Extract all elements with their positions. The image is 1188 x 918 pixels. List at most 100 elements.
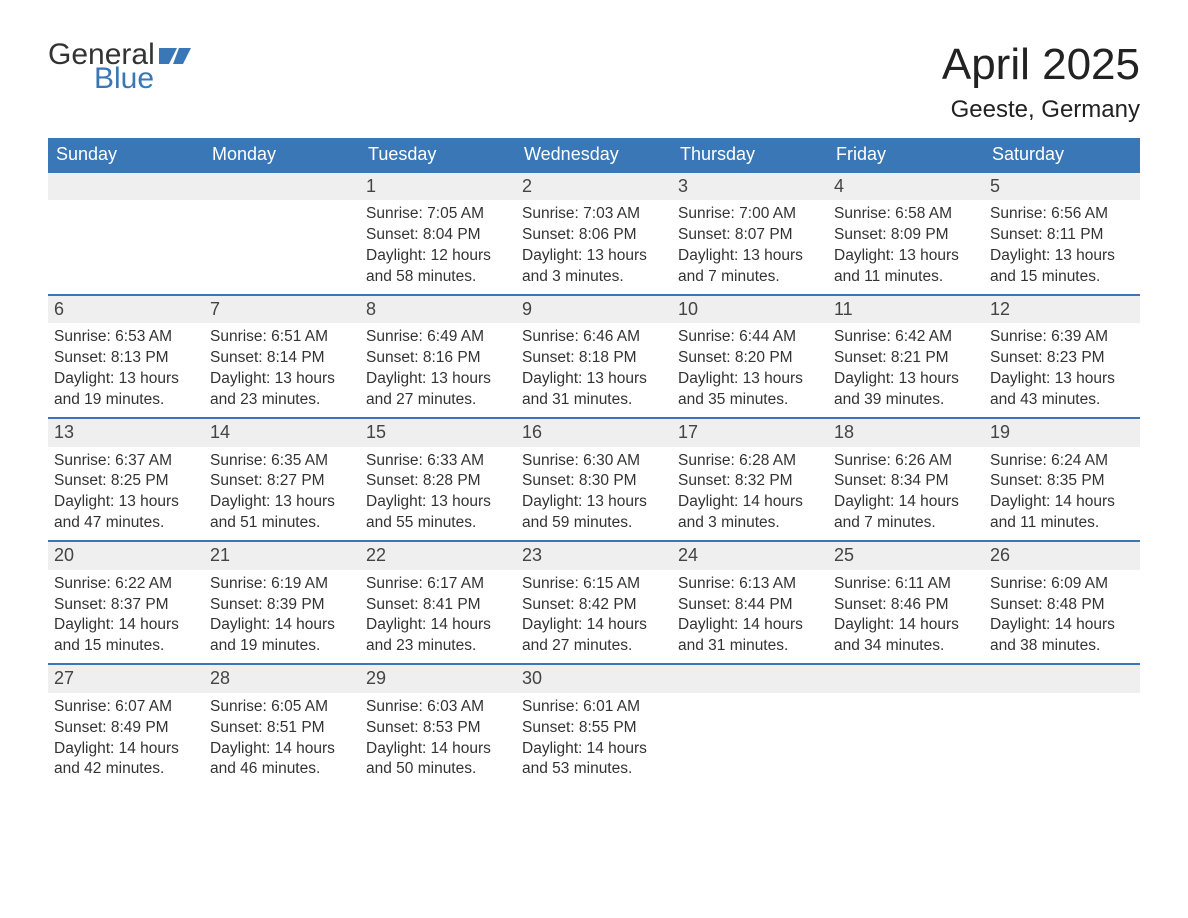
day-number: 21 xyxy=(204,540,360,569)
sunset-line: Sunset: 8:21 PM xyxy=(834,348,978,369)
day-body: Sunrise: 6:13 AMSunset: 8:44 PMDaylight:… xyxy=(672,570,828,664)
day-body: Sunrise: 6:03 AMSunset: 8:53 PMDaylight:… xyxy=(360,693,516,787)
calendar-week: 13Sunrise: 6:37 AMSunset: 8:25 PMDayligh… xyxy=(48,417,1140,540)
sunrise-line: Sunrise: 6:13 AM xyxy=(678,574,822,595)
day-body: Sunrise: 6:17 AMSunset: 8:41 PMDaylight:… xyxy=(360,570,516,664)
day-number: 20 xyxy=(48,540,204,569)
sunrise-line: Sunrise: 6:49 AM xyxy=(366,327,510,348)
daylight-line2: and 19 minutes. xyxy=(54,390,198,411)
logo-text-blue: Blue xyxy=(94,64,191,94)
daylight-line2: and 11 minutes. xyxy=(990,513,1134,534)
day-body: Sunrise: 6:19 AMSunset: 8:39 PMDaylight:… xyxy=(204,570,360,664)
day-number: 18 xyxy=(828,417,984,446)
calendar-cell xyxy=(672,663,828,786)
sunrise-line: Sunrise: 6:46 AM xyxy=(522,327,666,348)
calendar-cell: 4Sunrise: 6:58 AMSunset: 8:09 PMDaylight… xyxy=(828,171,984,294)
sunrise-line: Sunrise: 6:53 AM xyxy=(54,327,198,348)
day-number: 8 xyxy=(360,294,516,323)
day-number: 7 xyxy=(204,294,360,323)
day-body: Sunrise: 6:11 AMSunset: 8:46 PMDaylight:… xyxy=(828,570,984,664)
daylight-line1: Daylight: 14 hours xyxy=(54,615,198,636)
daylight-line2: and 42 minutes. xyxy=(54,759,198,780)
day-number: 12 xyxy=(984,294,1140,323)
daylight-line1: Daylight: 13 hours xyxy=(54,369,198,390)
daylight-line2: and 27 minutes. xyxy=(366,390,510,411)
daylight-line1: Daylight: 14 hours xyxy=(990,615,1134,636)
day-number: 4 xyxy=(828,171,984,200)
sunrise-line: Sunrise: 6:19 AM xyxy=(210,574,354,595)
calendar-week: 20Sunrise: 6:22 AMSunset: 8:37 PMDayligh… xyxy=(48,540,1140,663)
daylight-line1: Daylight: 13 hours xyxy=(210,369,354,390)
weekday-header: Saturday xyxy=(984,138,1140,171)
calendar-cell: 25Sunrise: 6:11 AMSunset: 8:46 PMDayligh… xyxy=(828,540,984,663)
calendar-cell: 18Sunrise: 6:26 AMSunset: 8:34 PMDayligh… xyxy=(828,417,984,540)
day-body: Sunrise: 6:44 AMSunset: 8:20 PMDaylight:… xyxy=(672,323,828,417)
daylight-line1: Daylight: 13 hours xyxy=(990,369,1134,390)
daylight-line2: and 3 minutes. xyxy=(522,267,666,288)
sunrise-line: Sunrise: 6:26 AM xyxy=(834,451,978,472)
sunset-line: Sunset: 8:07 PM xyxy=(678,225,822,246)
sunrise-line: Sunrise: 6:28 AM xyxy=(678,451,822,472)
daylight-line2: and 27 minutes. xyxy=(522,636,666,657)
sunset-line: Sunset: 8:16 PM xyxy=(366,348,510,369)
sunrise-line: Sunrise: 6:07 AM xyxy=(54,697,198,718)
day-body: Sunrise: 6:22 AMSunset: 8:37 PMDaylight:… xyxy=(48,570,204,664)
sunrise-line: Sunrise: 6:33 AM xyxy=(366,451,510,472)
calendar-cell: 3Sunrise: 7:00 AMSunset: 8:07 PMDaylight… xyxy=(672,171,828,294)
location: Geeste, Germany xyxy=(942,96,1140,124)
sunset-line: Sunset: 8:35 PM xyxy=(990,471,1134,492)
day-number xyxy=(204,171,360,200)
calendar-cell: 7Sunrise: 6:51 AMSunset: 8:14 PMDaylight… xyxy=(204,294,360,417)
calendar-cell: 14Sunrise: 6:35 AMSunset: 8:27 PMDayligh… xyxy=(204,417,360,540)
daylight-line1: Daylight: 13 hours xyxy=(522,492,666,513)
day-number: 24 xyxy=(672,540,828,569)
sunrise-line: Sunrise: 6:17 AM xyxy=(366,574,510,595)
sunset-line: Sunset: 8:37 PM xyxy=(54,595,198,616)
day-number: 28 xyxy=(204,663,360,692)
calendar-cell: 6Sunrise: 6:53 AMSunset: 8:13 PMDaylight… xyxy=(48,294,204,417)
sunset-line: Sunset: 8:28 PM xyxy=(366,471,510,492)
daylight-line1: Daylight: 14 hours xyxy=(522,615,666,636)
day-number: 17 xyxy=(672,417,828,446)
day-body: Sunrise: 6:05 AMSunset: 8:51 PMDaylight:… xyxy=(204,693,360,787)
sunrise-line: Sunrise: 6:11 AM xyxy=(834,574,978,595)
sunrise-line: Sunrise: 6:30 AM xyxy=(522,451,666,472)
day-number xyxy=(984,663,1140,692)
sunset-line: Sunset: 8:44 PM xyxy=(678,595,822,616)
day-body: Sunrise: 6:37 AMSunset: 8:25 PMDaylight:… xyxy=(48,447,204,541)
day-number: 10 xyxy=(672,294,828,323)
day-body: Sunrise: 6:33 AMSunset: 8:28 PMDaylight:… xyxy=(360,447,516,541)
weekday-header: Friday xyxy=(828,138,984,171)
daylight-line1: Daylight: 13 hours xyxy=(366,492,510,513)
sunrise-line: Sunrise: 6:39 AM xyxy=(990,327,1134,348)
calendar-cell: 9Sunrise: 6:46 AMSunset: 8:18 PMDaylight… xyxy=(516,294,672,417)
daylight-line1: Daylight: 12 hours xyxy=(366,246,510,267)
day-number: 15 xyxy=(360,417,516,446)
calendar-week: 6Sunrise: 6:53 AMSunset: 8:13 PMDaylight… xyxy=(48,294,1140,417)
calendar-cell: 1Sunrise: 7:05 AMSunset: 8:04 PMDaylight… xyxy=(360,171,516,294)
day-number: 30 xyxy=(516,663,672,692)
daylight-line2: and 55 minutes. xyxy=(366,513,510,534)
daylight-line1: Daylight: 14 hours xyxy=(990,492,1134,513)
sunset-line: Sunset: 8:20 PM xyxy=(678,348,822,369)
daylight-line1: Daylight: 14 hours xyxy=(366,615,510,636)
calendar-cell: 15Sunrise: 6:33 AMSunset: 8:28 PMDayligh… xyxy=(360,417,516,540)
sunrise-line: Sunrise: 6:09 AM xyxy=(990,574,1134,595)
weekday-header: Sunday xyxy=(48,138,204,171)
sunrise-line: Sunrise: 6:24 AM xyxy=(990,451,1134,472)
day-number: 23 xyxy=(516,540,672,569)
calendar-cell: 17Sunrise: 6:28 AMSunset: 8:32 PMDayligh… xyxy=(672,417,828,540)
day-body: Sunrise: 6:28 AMSunset: 8:32 PMDaylight:… xyxy=(672,447,828,541)
sunset-line: Sunset: 8:11 PM xyxy=(990,225,1134,246)
daylight-line2: and 23 minutes. xyxy=(366,636,510,657)
calendar-cell xyxy=(204,171,360,294)
daylight-line2: and 7 minutes. xyxy=(834,513,978,534)
calendar-cell: 13Sunrise: 6:37 AMSunset: 8:25 PMDayligh… xyxy=(48,417,204,540)
daylight-line2: and 58 minutes. xyxy=(366,267,510,288)
daylight-line1: Daylight: 14 hours xyxy=(210,615,354,636)
title-block: April 2025 Geeste, Germany xyxy=(942,40,1140,124)
day-body: Sunrise: 6:51 AMSunset: 8:14 PMDaylight:… xyxy=(204,323,360,417)
daylight-line2: and 34 minutes. xyxy=(834,636,978,657)
day-body: Sunrise: 6:49 AMSunset: 8:16 PMDaylight:… xyxy=(360,323,516,417)
calendar-cell: 21Sunrise: 6:19 AMSunset: 8:39 PMDayligh… xyxy=(204,540,360,663)
